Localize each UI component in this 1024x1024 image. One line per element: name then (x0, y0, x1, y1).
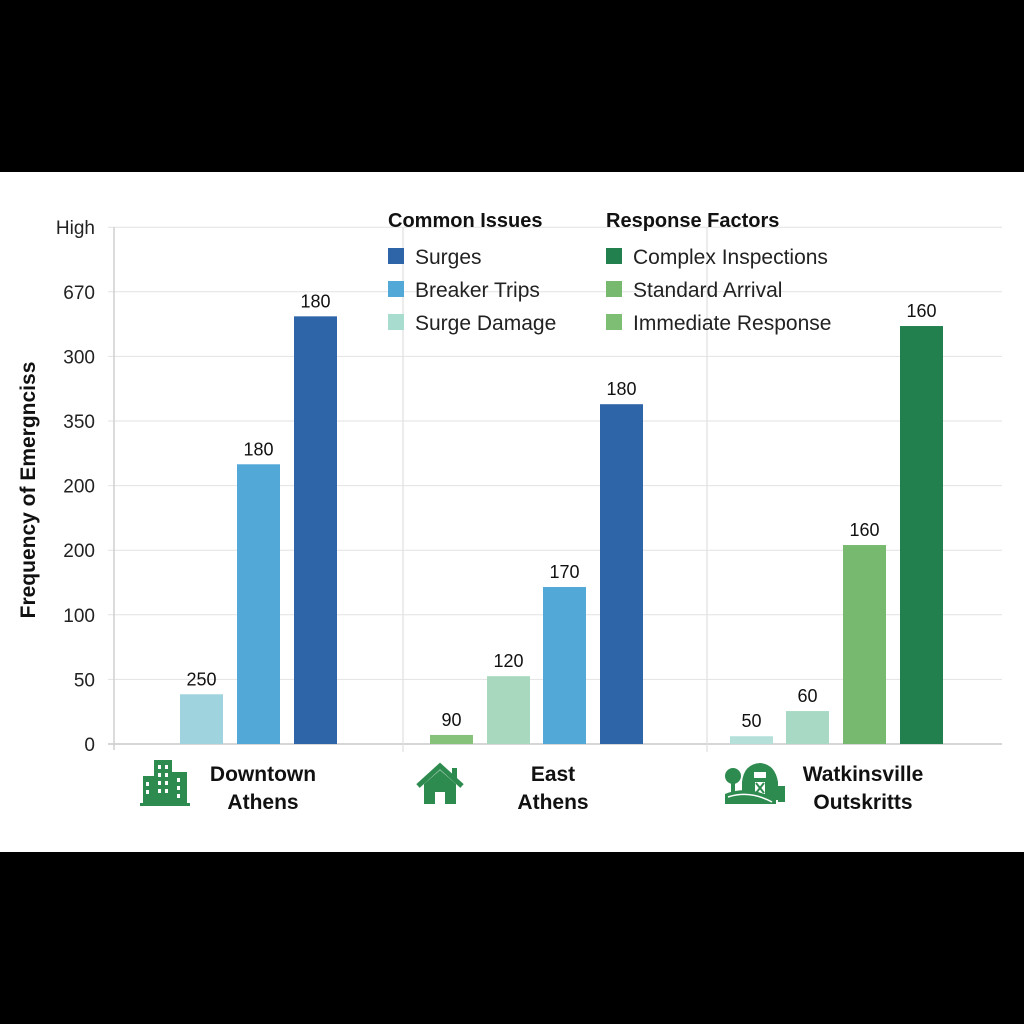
bar-data-label: 250 (186, 669, 216, 689)
y-tick-label: 350 (63, 412, 95, 433)
y-axis-label: Frequency of Emergnciss (17, 362, 40, 619)
bar (237, 464, 280, 744)
y-tick-label: 200 (63, 541, 95, 562)
house-icon (416, 762, 464, 804)
bar (543, 587, 586, 744)
bar (900, 326, 943, 744)
bar-data-label: 170 (549, 562, 579, 582)
bar (294, 316, 337, 744)
bar (843, 545, 886, 744)
category-label: Athens (227, 791, 298, 814)
farm-barn-icon (725, 763, 785, 804)
y-tick-label: 670 (63, 283, 95, 304)
bar-data-label: 180 (243, 439, 273, 459)
city-buildings-icon (140, 760, 190, 806)
legend-entry-label: Standard Arrival (633, 279, 782, 302)
legend-swatch (388, 314, 404, 330)
legend-group-title: Common Issues (388, 210, 542, 232)
y-tick-label: 50 (74, 670, 95, 691)
y-tick-label: 300 (63, 347, 95, 368)
category-label: Outskritts (813, 791, 912, 814)
bar-data-label: 180 (300, 291, 330, 311)
bar (180, 694, 223, 744)
legend-entry-label: Surges (415, 246, 482, 269)
legend-group-title: Response Factors (606, 210, 779, 232)
bar-data-label: 120 (493, 651, 523, 671)
y-tick-label: 100 (63, 606, 95, 627)
y-tick-label: High (56, 218, 95, 239)
legend-swatch (606, 281, 622, 297)
legend-entry-label: Complex Inspections (633, 246, 828, 269)
bar (730, 736, 773, 744)
bar-data-label: 90 (441, 710, 461, 730)
category-label: Watkinsville (803, 763, 924, 786)
legend-swatch (606, 248, 622, 264)
category-label: East (531, 763, 575, 786)
bar (430, 734, 473, 744)
y-tick-label: 200 (63, 477, 95, 498)
bar-data-label: 60 (797, 686, 817, 706)
bar-data-label: 160 (906, 301, 936, 321)
bar-data-label: 160 (849, 520, 879, 540)
legend-swatch (388, 281, 404, 297)
bar-data-label: 180 (606, 379, 636, 399)
legend-entry-label: Immediate Response (633, 312, 831, 335)
legend-entry-label: Breaker Trips (415, 279, 540, 302)
bar (600, 404, 643, 744)
bar (487, 676, 530, 744)
bar (786, 711, 829, 744)
y-tick-label: 0 (84, 735, 95, 756)
category-label: Athens (517, 791, 588, 814)
legend-entry-label: Surge Damage (415, 312, 556, 335)
legend-swatch (606, 314, 622, 330)
category-label: Downtown (210, 763, 316, 786)
legend-swatch (388, 248, 404, 264)
bar-data-label: 50 (741, 711, 761, 731)
